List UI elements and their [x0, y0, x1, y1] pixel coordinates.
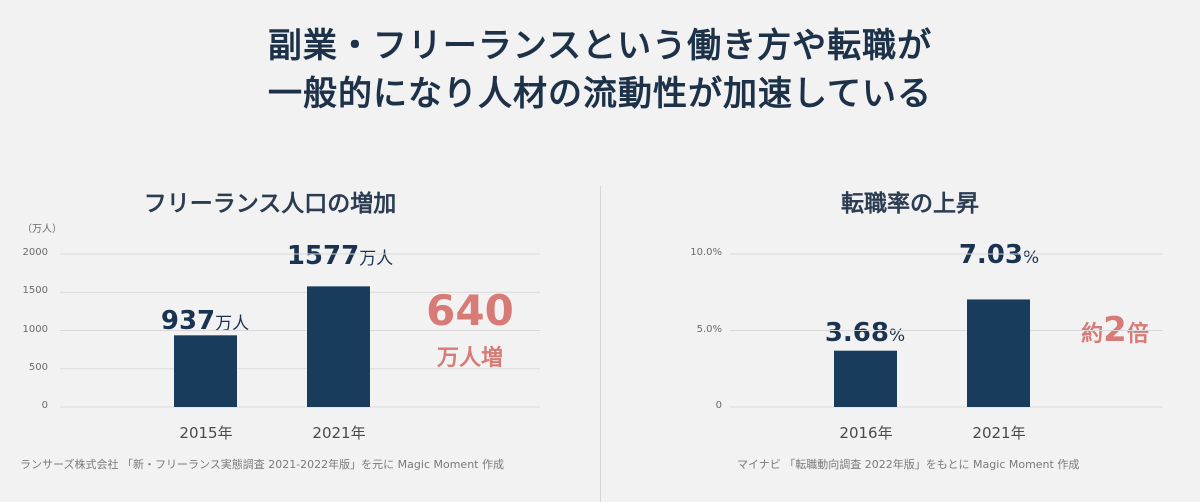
y-tick-label: 2000: [22, 247, 48, 258]
y-tick-label: 5.0%: [696, 323, 722, 335]
y-tick-label: 10.0%: [690, 247, 722, 258]
y-tick-label: 1500: [22, 285, 48, 297]
increase-unit: 万人増: [436, 346, 503, 371]
source-note-freelance: ランサーズ株式会社 「新・フリーランス実態調査 2021-2022年版」を元に …: [20, 458, 504, 471]
y-axis-unit: （万人）: [22, 224, 62, 235]
x-tick-2015: 2015年: [179, 424, 233, 442]
value-number: 1577: [286, 241, 360, 271]
headline-line-1: 副業・フリーランスという働き方や転職が: [267, 26, 933, 66]
x-tick-2021-rate: 2021年: [972, 424, 1026, 442]
y-tick-label: 500: [28, 361, 48, 373]
chart-title-freelance: フリーランス人口の増加: [143, 191, 397, 217]
y-tick-label: 1000: [22, 323, 48, 335]
multiplier-suffix: 倍: [1126, 322, 1149, 347]
value-suffix: %: [1023, 248, 1040, 268]
increase-number: 640: [426, 286, 514, 335]
value-suffix: 万人: [215, 314, 250, 334]
x-tick-2021: 2021年: [312, 424, 366, 442]
x-tick-2016: 2016年: [839, 424, 893, 442]
value-label-2021-rate: 7.03%: [934, 240, 1064, 270]
bar: [967, 299, 1030, 407]
value-number: 3.68: [824, 318, 889, 348]
bar: [834, 350, 897, 407]
y-tick-label: 0: [41, 400, 48, 411]
value-number: 7.03: [958, 240, 1023, 270]
bar: [307, 286, 370, 407]
chart-title-job-change: 転職率の上昇: [841, 191, 979, 217]
multiplier-prefix: 約: [1081, 322, 1104, 347]
headline-line-2: 一般的になり人材の流動性が加速している: [268, 74, 932, 114]
source-note-job-change: マイナビ 「転職動向調査 2022年版」をもとに Magic Moment 作成: [737, 458, 1080, 471]
bar: [174, 335, 237, 407]
panel-divider: [600, 186, 601, 502]
y-tick-label: 0: [715, 400, 722, 411]
